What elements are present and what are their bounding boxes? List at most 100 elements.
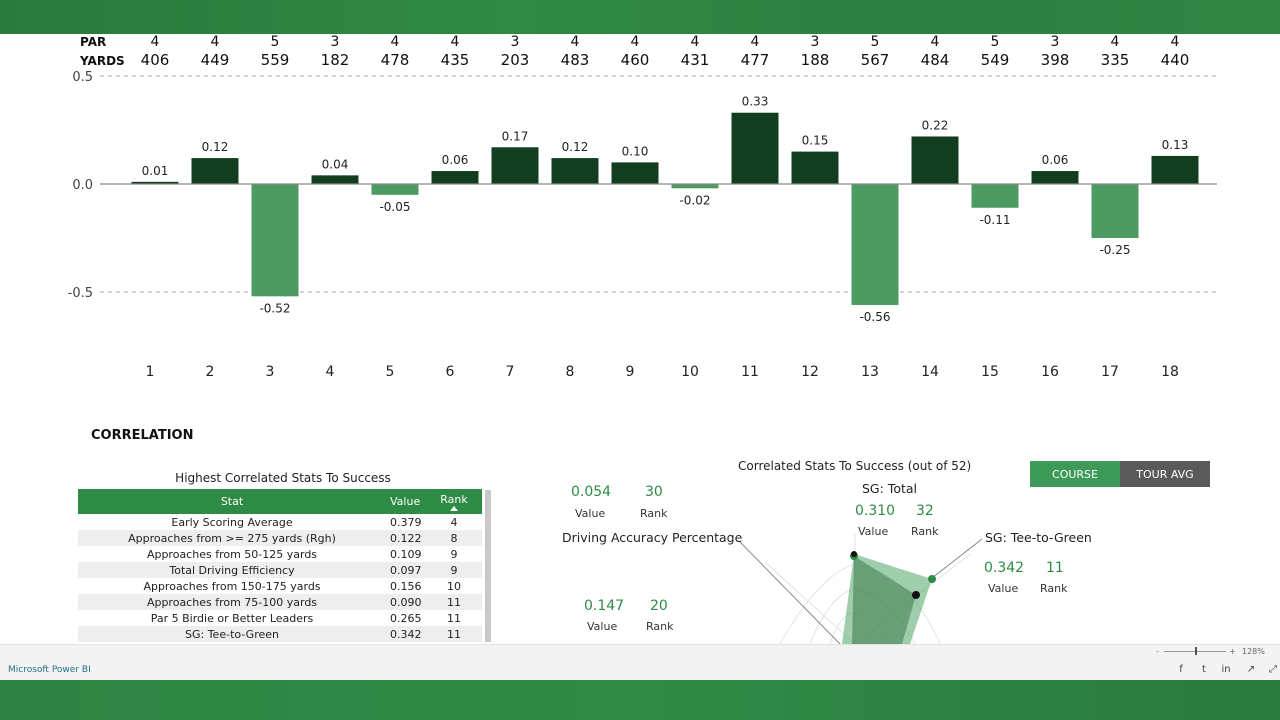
rank-caption: Rank <box>640 507 668 520</box>
stat-cell: Approaches from 50-125 yards <box>78 546 386 562</box>
stat-box-driving-accuracy: 0.147 20 Value Rank <box>580 597 690 641</box>
bar-hole-18[interactable] <box>1151 155 1199 184</box>
stat-rank: 11 <box>1046 560 1064 576</box>
value-cell: 0.342 <box>386 626 426 642</box>
data-label: 0.04 <box>322 157 349 171</box>
x-tick-label: 11 <box>741 364 759 380</box>
correlated-stats-table: Stat Value Rank Early Scoring Average 0.3… <box>78 489 482 642</box>
bar-hole-16[interactable] <box>1031 171 1079 184</box>
powerbi-brand-link[interactable]: Microsoft Power BI <box>8 665 91 675</box>
table-scrollbar[interactable] <box>485 490 491 642</box>
x-tick-label: 9 <box>626 364 635 380</box>
par-value: 4 <box>751 34 760 50</box>
par-value: 4 <box>391 34 400 50</box>
par-value: 3 <box>1051 34 1060 50</box>
bar-hole-13[interactable] <box>851 184 899 305</box>
table-row[interactable]: Approaches from 75-100 yards 0.090 11 <box>78 594 482 610</box>
zoom-slider-thumb[interactable] <box>1195 647 1197 655</box>
stat-box-sg-total: 0.310 32 Value Rank <box>852 502 952 546</box>
value-caption: Value <box>587 620 618 633</box>
bar-hole-2[interactable] <box>191 158 239 184</box>
par-value: 4 <box>691 34 700 50</box>
data-label: -0.56 <box>859 310 890 324</box>
par-value: 4 <box>451 34 460 50</box>
stat-value: 0.310 <box>855 503 896 519</box>
facebook-icon[interactable]: f <box>1179 664 1183 675</box>
data-label: 0.33 <box>742 95 769 109</box>
hole-correlation-bar-chart: PARYARDS0.50.0-0.544060.01144490.1225559… <box>68 34 1217 380</box>
x-tick-label: 12 <box>801 364 819 380</box>
data-label: -0.25 <box>1099 243 1130 257</box>
data-label: 0.01 <box>142 164 169 178</box>
table-row[interactable]: Approaches from 50-125 yards 0.109 9 <box>78 546 482 562</box>
bar-hole-5[interactable] <box>371 184 419 195</box>
bar-hole-3[interactable] <box>251 184 299 297</box>
tour-avg-button[interactable]: TOUR AVG <box>1120 461 1210 487</box>
table-row[interactable]: Total Driving Efficiency 0.097 9 <box>78 562 482 578</box>
linkedin-icon[interactable]: in <box>1221 664 1231 675</box>
table-row[interactable]: SG: Tee-to-Green 0.342 11 <box>78 626 482 642</box>
yards-value: 483 <box>561 51 590 69</box>
zoom-out-button[interactable]: - <box>1156 647 1159 656</box>
stat-cell: Total Driving Efficiency <box>78 562 386 578</box>
stat-value: 0.147 <box>584 598 625 614</box>
value-cell: 0.090 <box>386 594 426 610</box>
radar-point-tee-to-green-tour[interactable] <box>912 591 920 599</box>
table-row[interactable]: Approaches from >= 275 yards (Rgh) 0.122 8 <box>78 530 482 546</box>
x-tick-label: 1 <box>146 364 155 380</box>
x-tick-label: 16 <box>1041 364 1059 380</box>
column-header-value[interactable]: Value <box>386 489 426 514</box>
x-tick-label: 6 <box>446 364 455 380</box>
rank-cell: 11 <box>426 594 482 610</box>
twitter-icon[interactable]: t <box>1202 664 1206 675</box>
top-banner <box>0 0 1280 34</box>
bar-hole-9[interactable] <box>611 162 659 184</box>
radar-point-tee-to-green[interactable] <box>928 575 936 583</box>
yards-row-label: YARDS <box>79 54 125 68</box>
bar-hole-17[interactable] <box>1091 184 1139 238</box>
driving-accuracy-label: Driving Accuracy Percentage <box>562 530 743 545</box>
bar-hole-8[interactable] <box>551 158 599 184</box>
radar-point-sg-total-tour[interactable] <box>851 551 857 557</box>
bar-hole-15[interactable] <box>971 184 1019 208</box>
par-value: 5 <box>871 34 880 50</box>
correlation-title: CORRELATION <box>91 428 194 443</box>
bar-hole-11[interactable] <box>731 112 779 184</box>
rank-cell: 11 <box>426 610 482 626</box>
par-value: 3 <box>331 34 340 50</box>
value-cell: 0.109 <box>386 546 426 562</box>
bar-hole-14[interactable] <box>911 136 959 184</box>
bar-hole-10[interactable] <box>671 184 719 189</box>
rank-caption: Rank <box>646 620 674 633</box>
y-tick-label: 0.5 <box>72 70 93 85</box>
value-caption: Value <box>858 525 889 538</box>
x-tick-label: 17 <box>1101 364 1119 380</box>
course-button[interactable]: COURSE <box>1030 461 1120 487</box>
value-cell: 0.097 <box>386 562 426 578</box>
table-row[interactable]: Approaches from 150-175 yards 0.156 10 <box>78 578 482 594</box>
y-tick-label: -0.5 <box>68 286 93 301</box>
yards-value: 398 <box>1041 51 1070 69</box>
par-value: 5 <box>271 34 280 50</box>
par-value: 4 <box>931 34 940 50</box>
powerbi-footer: Microsoft Power BI - + 128% f t in ↗ ⤢ <box>0 644 1280 680</box>
column-header-stat[interactable]: Stat <box>78 489 386 514</box>
column-header-rank[interactable]: Rank <box>426 489 482 514</box>
zoom-in-button[interactable]: + <box>1229 647 1236 656</box>
radar-leader-line <box>739 541 841 644</box>
table-row[interactable]: Early Scoring Average 0.379 4 <box>78 514 482 530</box>
share-icon[interactable]: ↗ <box>1246 664 1256 675</box>
yards-value: 203 <box>501 51 530 69</box>
rank-header-label: Rank <box>440 492 468 506</box>
value-caption: Value <box>575 507 606 520</box>
table-row[interactable]: Par 5 Birdie or Better Leaders 0.265 11 <box>78 610 482 626</box>
bar-hole-6[interactable] <box>431 171 479 184</box>
yards-value: 478 <box>381 51 410 69</box>
expand-icon[interactable]: ⤢ <box>1269 664 1277 675</box>
bar-hole-7[interactable] <box>491 147 539 184</box>
bar-hole-1[interactable] <box>131 181 179 184</box>
bar-hole-4[interactable] <box>311 175 359 184</box>
bar-hole-12[interactable] <box>791 151 839 184</box>
data-label: 0.06 <box>442 153 469 167</box>
bottom-banner <box>0 680 1280 720</box>
